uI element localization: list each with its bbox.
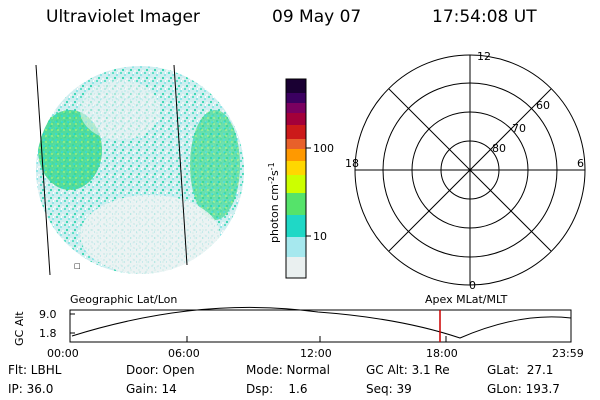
info-gcalt: GC Alt: 3.1 Re	[366, 363, 450, 377]
altitude-tick-9: 9.0	[39, 308, 57, 321]
altitude-x-tick-12: 12:00	[300, 347, 332, 360]
mlt-label-0: 0	[469, 279, 476, 292]
apex-label: Apex MLat/MLT	[425, 293, 508, 306]
polar-grid	[354, 54, 586, 286]
lat-label-60: 60	[536, 99, 550, 112]
info-seq: Seq: 39	[366, 382, 412, 396]
mlt-label-18: 18	[345, 157, 359, 170]
time-label: 17:54:08 UT	[432, 7, 537, 27]
altitude-x-tick-24: 23:59	[552, 347, 584, 360]
altitude-plot	[69, 306, 572, 343]
info-mode: Mode: Normal	[246, 363, 330, 377]
colorbar-tick-10: 10	[313, 230, 327, 243]
nadir-marker: □	[74, 262, 81, 270]
info-glon: GLon: 193.7	[487, 382, 560, 396]
info-door: Door: Open	[126, 363, 195, 377]
terminator-line-right	[173, 64, 188, 266]
mlt-label-6: 6	[577, 157, 584, 170]
altitude-tick-1-8: 1.8	[39, 327, 57, 340]
colorbar-tick-100: 100	[313, 142, 334, 155]
info-dsp: Dsp: 1.6	[246, 382, 308, 396]
altitude-x-tick-0: 00:00	[47, 347, 79, 360]
lat-label-70: 70	[512, 122, 526, 135]
colorbar	[285, 78, 311, 279]
uv-earth-image	[36, 66, 244, 274]
info-ip: IP: 36.0	[8, 382, 54, 396]
mlt-label-12: 12	[477, 50, 491, 63]
altitude-x-tick-6: 06:00	[168, 347, 200, 360]
info-flt: Flt: LBHL	[8, 363, 62, 377]
info-gain: Gain: 14	[126, 382, 177, 396]
altitude-y-label: GC Alt	[13, 311, 26, 346]
app-title: Ultraviolet Imager	[46, 7, 200, 27]
date-label: 09 May 07	[272, 7, 362, 27]
info-glat: GLat: 27.1	[487, 363, 554, 377]
geographic-label: Geographic Lat/Lon	[70, 293, 178, 306]
terminator-line-left	[35, 64, 51, 276]
lat-label-80: 80	[492, 142, 506, 155]
altitude-curve	[71, 306, 572, 339]
colorbar-unit-label: photon cm-2s-1	[267, 162, 281, 243]
altitude-x-tick-18: 18:00	[426, 347, 458, 360]
